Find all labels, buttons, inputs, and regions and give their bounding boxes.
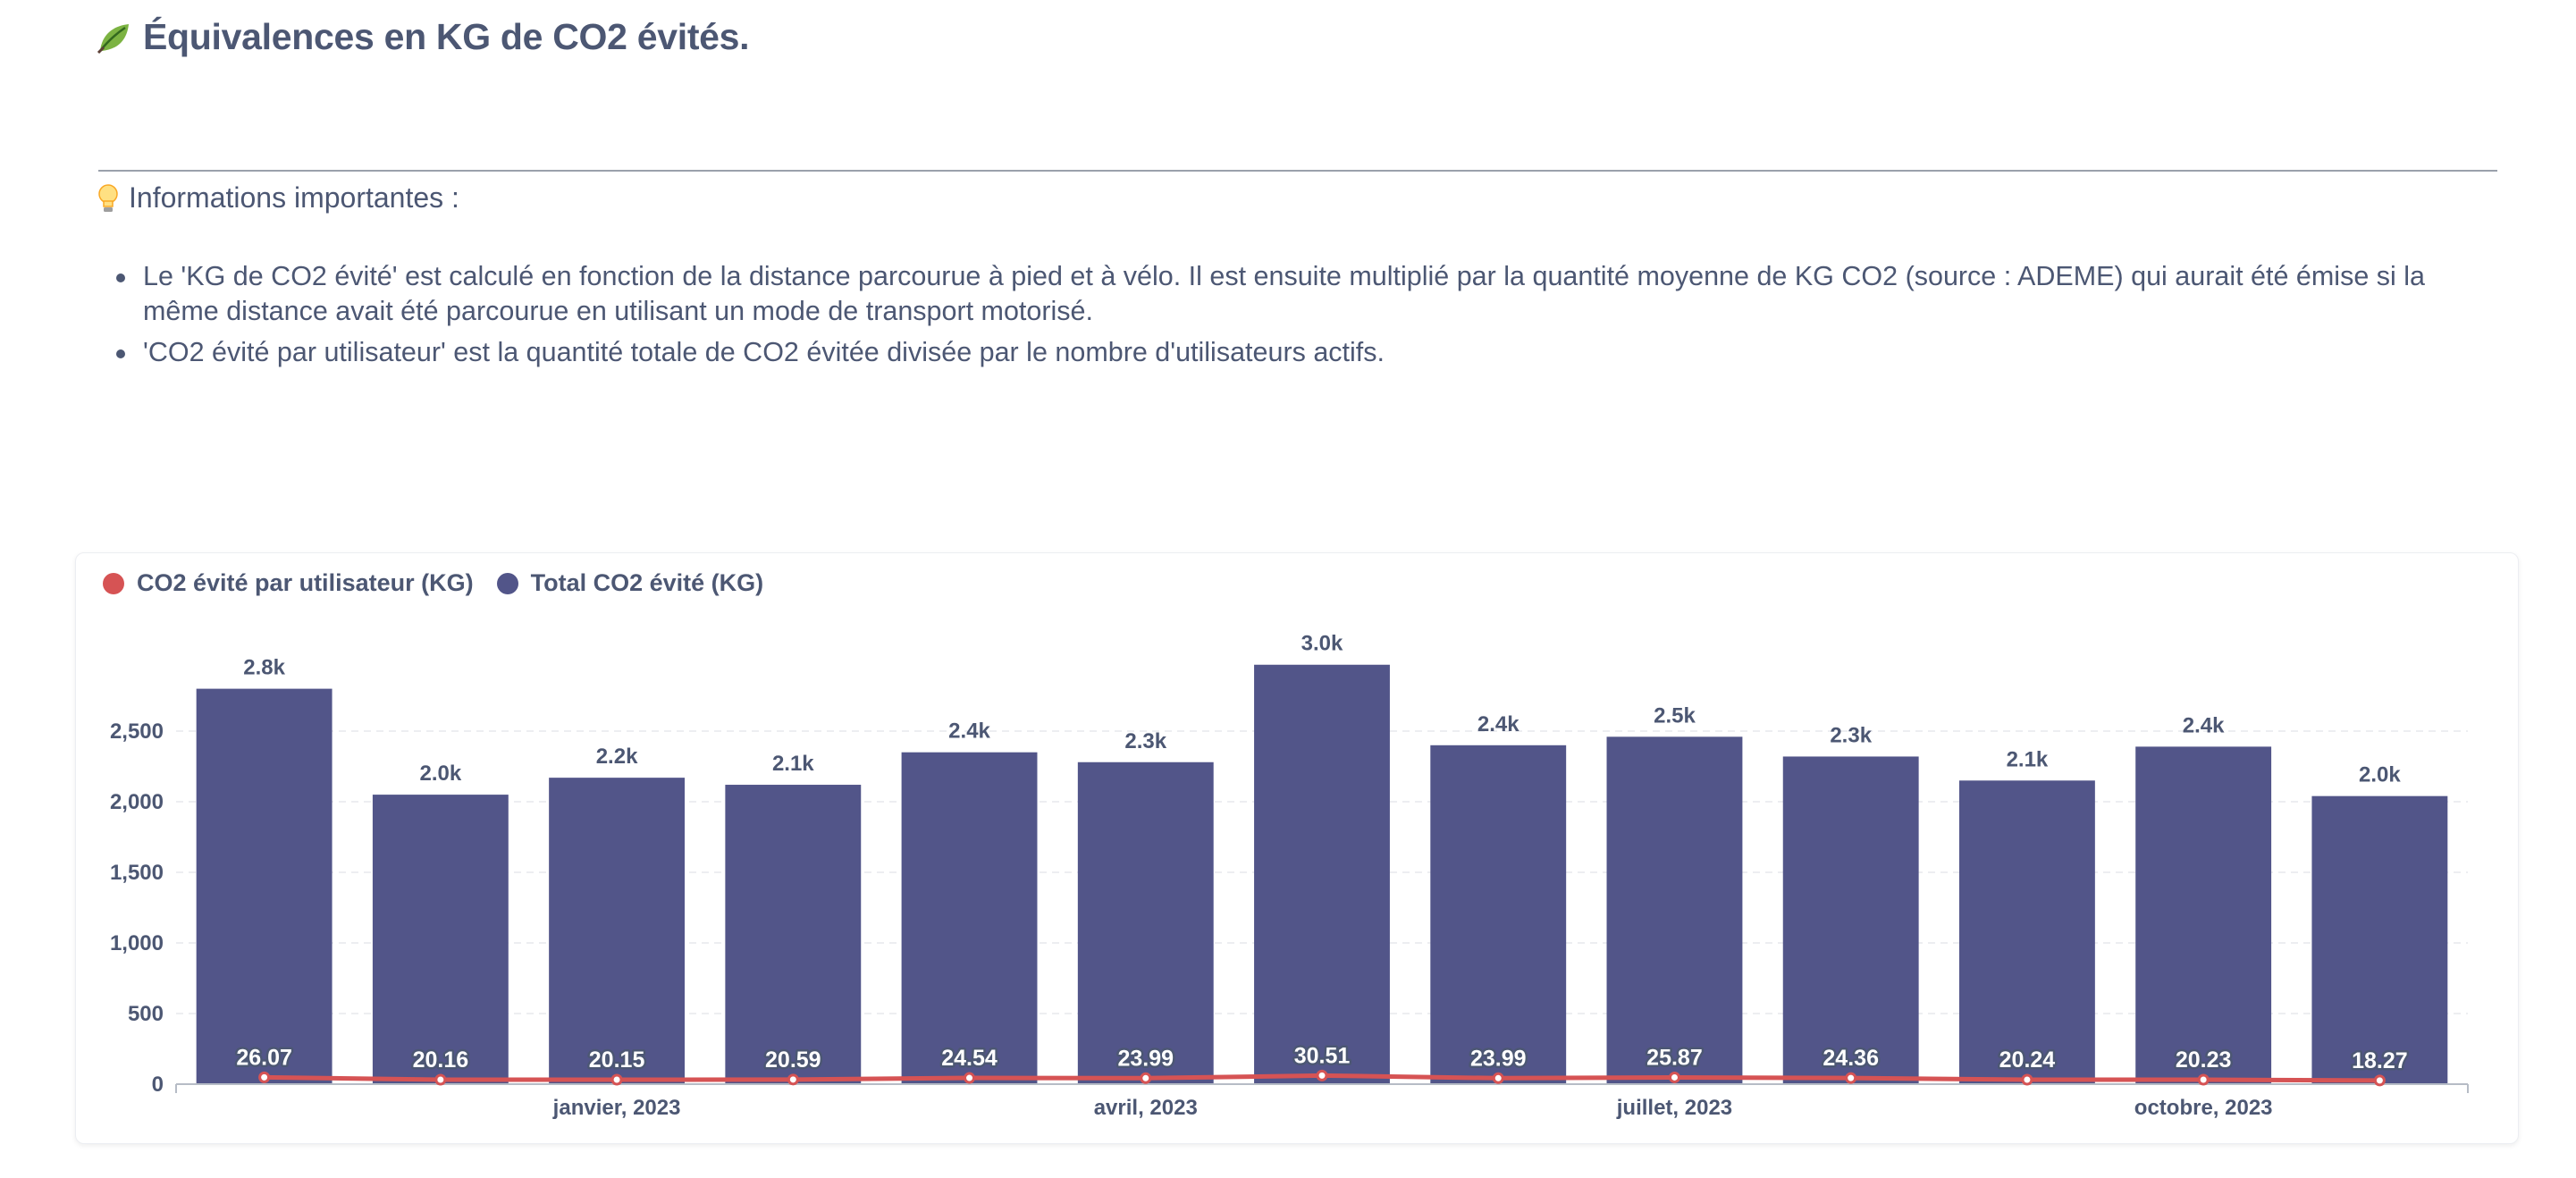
line-value-label: 20.23 bbox=[2176, 1048, 2232, 1073]
page-title: Équivalences en KG de CO2 évités. bbox=[143, 16, 750, 57]
y-tick-label: 2,000 bbox=[110, 790, 164, 814]
leaf-icon bbox=[97, 23, 129, 54]
bar bbox=[2135, 746, 2272, 1084]
line-point bbox=[964, 1072, 976, 1084]
divider bbox=[98, 170, 2497, 172]
x-tick-label: avril, 2023 bbox=[1094, 1096, 1198, 1120]
bar-value-label: 2.3k bbox=[1830, 723, 1872, 747]
lightbulb-icon bbox=[98, 183, 118, 212]
chart-card: CO2 évité par utilisateur (KG) Total CO2… bbox=[75, 552, 2519, 1144]
bar bbox=[1430, 745, 1567, 1084]
bar-value-label: 2.4k bbox=[2183, 713, 2225, 737]
chart-legend: CO2 évité par utilisateur (KG) Total CO2… bbox=[103, 569, 787, 597]
bar-value-label: 3.0k bbox=[1301, 632, 1343, 656]
title-row: Équivalences en KG de CO2 évités. bbox=[95, 16, 750, 58]
bar-value-label: 2.1k bbox=[2007, 747, 2049, 771]
info-bullet-text: Le 'KG de CO2 évité' est calculé en fonc… bbox=[143, 261, 2425, 326]
line-value-label: 25.87 bbox=[1646, 1045, 1703, 1070]
line-point bbox=[610, 1073, 623, 1086]
bar bbox=[196, 688, 333, 1084]
bar bbox=[1782, 756, 1919, 1084]
y-tick-label: 0 bbox=[152, 1073, 164, 1097]
bar bbox=[725, 785, 862, 1084]
combo-chart: 0 500 1,000 1,500 2,000 2,500 2.8k 2.0k 2.2k 2.1k… bbox=[110, 632, 2469, 1120]
bar bbox=[1958, 780, 2095, 1084]
line-value-label: 20.24 bbox=[1999, 1048, 2056, 1073]
bar bbox=[2311, 795, 2448, 1084]
bar-value-label: 2.1k bbox=[772, 752, 814, 776]
line-point bbox=[258, 1071, 271, 1083]
bar-value-label: 2.5k bbox=[1654, 703, 1696, 728]
bar-value-label: 2.4k bbox=[948, 719, 990, 744]
bar bbox=[1254, 664, 1390, 1084]
line-value-label: 18.27 bbox=[2352, 1048, 2408, 1073]
bar bbox=[1606, 736, 1743, 1084]
legend-swatch-co2-per-user bbox=[103, 572, 124, 594]
info-bullet: 'CO2 évité par utilisateur' est la quant… bbox=[116, 335, 2458, 370]
info-bullet-text: 'CO2 évité par utilisateur' est la quant… bbox=[143, 337, 1385, 367]
y-tick-label: 2,500 bbox=[110, 719, 164, 744]
line-point bbox=[1140, 1072, 1152, 1084]
line-point bbox=[2197, 1073, 2210, 1086]
line-point bbox=[1845, 1072, 1857, 1084]
info-bullet-list: Le 'KG de CO2 évité' est calculé en fonc… bbox=[116, 259, 2458, 376]
bar bbox=[901, 752, 1038, 1084]
y-tick-label: 1,000 bbox=[110, 931, 164, 955]
bar bbox=[372, 795, 509, 1084]
line-value-label: 20.15 bbox=[589, 1048, 645, 1073]
legend-label-co2-per-user: CO2 évité par utilisateur (KG) bbox=[137, 569, 474, 596]
y-tick-label: 1,500 bbox=[110, 861, 164, 885]
bar-value-label: 2.0k bbox=[419, 761, 461, 786]
bar-value-label: 2.2k bbox=[596, 745, 638, 769]
line-point bbox=[2373, 1074, 2386, 1087]
bullet-dot bbox=[116, 349, 125, 358]
bar-value-label: 2.8k bbox=[243, 656, 285, 680]
line-point bbox=[434, 1073, 447, 1086]
bar-value-label: 2.3k bbox=[1124, 729, 1166, 753]
line-point bbox=[1316, 1069, 1328, 1081]
line-value-label: 30.51 bbox=[1294, 1043, 1351, 1068]
line-point bbox=[787, 1073, 799, 1086]
info-bullet: Le 'KG de CO2 évité' est calculé en fonc… bbox=[116, 259, 2458, 329]
line-value-label: 24.54 bbox=[941, 1046, 998, 1071]
bar bbox=[1077, 761, 1214, 1084]
line-point bbox=[1492, 1072, 1504, 1084]
line-value-label: 23.99 bbox=[1117, 1046, 1174, 1071]
line-value-label: 24.36 bbox=[1823, 1046, 1879, 1071]
y-tick-label: 500 bbox=[128, 1002, 164, 1026]
legend-item-total-co2[interactable]: Total CO2 évité (KG) bbox=[496, 569, 764, 597]
bar-value-label: 2.0k bbox=[2359, 763, 2401, 787]
info-heading: Informations importantes : bbox=[95, 181, 459, 215]
bar bbox=[549, 778, 686, 1084]
x-tick-label: octobre, 2023 bbox=[2134, 1096, 2273, 1120]
legend-label-total-co2: Total CO2 évité (KG) bbox=[530, 569, 764, 596]
line-value-label: 20.16 bbox=[413, 1048, 469, 1073]
line-point bbox=[2021, 1073, 2033, 1086]
line-point bbox=[1668, 1071, 1680, 1083]
bullet-dot bbox=[116, 273, 125, 282]
line-value-label: 20.59 bbox=[765, 1048, 821, 1073]
bar-value-label: 2.4k bbox=[1477, 712, 1520, 736]
x-tick-label: juillet, 2023 bbox=[1616, 1096, 1732, 1120]
line-value-label: 26.07 bbox=[236, 1045, 292, 1070]
x-tick-label: janvier, 2023 bbox=[552, 1096, 681, 1120]
info-heading-text: Informations importantes : bbox=[129, 181, 459, 214]
legend-swatch-total-co2 bbox=[496, 572, 518, 594]
line-value-label: 23.99 bbox=[1470, 1046, 1527, 1071]
legend-item-co2-per-user[interactable]: CO2 évité par utilisateur (KG) bbox=[103, 569, 474, 597]
